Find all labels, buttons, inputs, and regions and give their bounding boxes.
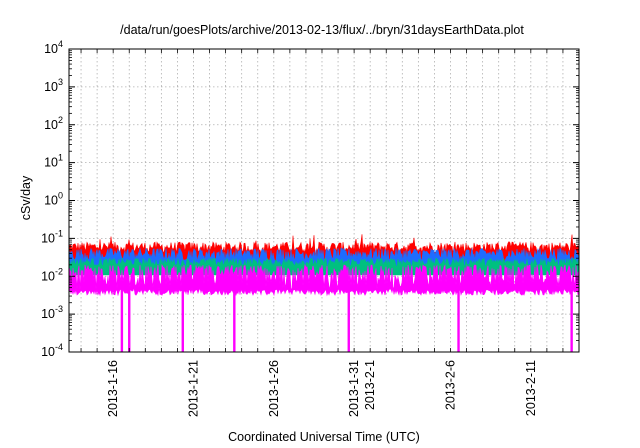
y-tick-label: 10-3 <box>41 304 63 321</box>
plot-frame <box>68 48 580 353</box>
y-tick-label: 103 <box>44 77 63 94</box>
y-tick-label: 102 <box>44 115 63 132</box>
x-tick-label: 2013-1-26 <box>267 360 281 417</box>
axes: 10-4 10-3 10-2 10-1 100 101 102 103 104 2013-1-16… <box>41 39 580 417</box>
x-tick-label: 2013-2-1 <box>363 360 377 410</box>
chart-title: /data/run/goesPlots/archive/2013-02-13/f… <box>120 23 524 37</box>
x-tick-label: 2013-1-21 <box>186 360 200 417</box>
series-dip <box>457 289 460 352</box>
y-tick-label: 100 <box>44 191 63 208</box>
series-dip <box>120 289 124 352</box>
series-dip <box>570 289 573 352</box>
y-axis-label: cSv/day <box>19 175 33 220</box>
series-dip <box>181 289 184 352</box>
y-tick-label: 10-1 <box>41 228 63 245</box>
y-tick-label: 101 <box>44 153 63 170</box>
series-dip <box>233 289 236 352</box>
x-tick-label: 2013-2-6 <box>443 360 457 410</box>
x-tick-label: 2013-1-16 <box>106 360 120 417</box>
x-tick-label: 2013-1-31 <box>347 360 361 417</box>
y-tick-label: 10-4 <box>41 342 63 359</box>
series-dip <box>347 289 350 352</box>
grid <box>69 48 579 353</box>
series-dip <box>128 289 131 352</box>
y-tick-label: 10-2 <box>41 266 63 283</box>
x-axis-label: Coordinated Universal Time (UTC) <box>228 430 420 444</box>
y-tick-label: 104 <box>44 39 63 56</box>
x-tick-label: 2013-2-11 <box>524 360 538 416</box>
